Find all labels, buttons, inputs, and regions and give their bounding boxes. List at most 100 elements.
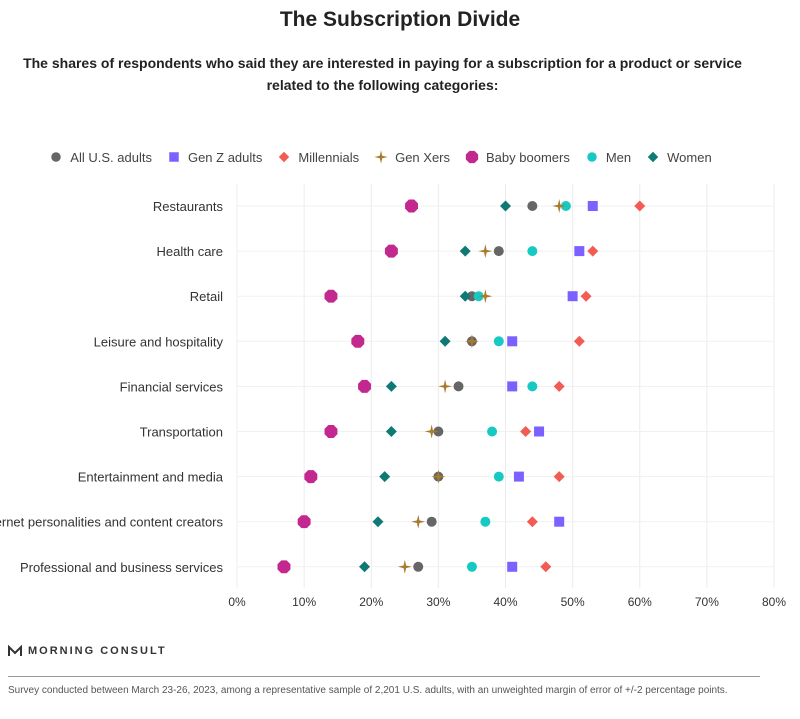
legend-item-gen-z-adults: Gen Z adults	[166, 149, 262, 165]
point-baby-boomers-retail	[324, 289, 338, 303]
point-gen-z-adults-internet-personalities-and-content-creators	[554, 516, 565, 527]
point-men-internet-personalities-and-content-creators	[480, 516, 491, 527]
point-men-health-care	[527, 246, 538, 257]
point-gen-z-adults-transportation	[534, 426, 545, 437]
legend-marker-men-icon	[587, 152, 597, 162]
point-gen-xers-professional-and-business-services	[397, 559, 412, 574]
legend: All U.S. adults Gen Z adults Millennials Ge…	[0, 147, 760, 167]
point-men-professional-and-business-services	[466, 561, 477, 572]
footnote: Survey conducted between March 23-26, 20…	[8, 685, 728, 696]
point-baby-boomers-internet-personalities-and-content-creators	[297, 515, 311, 529]
x-tick-label: 50%	[561, 595, 585, 609]
point-millennials-health-care	[587, 245, 599, 257]
category-label: Leisure and hospitality	[94, 334, 224, 349]
legend-label: Baby boomers	[486, 149, 570, 165]
series-gen-z-adults	[507, 201, 598, 572]
point-men-transportation	[487, 426, 498, 437]
point-women-entertainment-and-media	[379, 471, 391, 483]
point-gen-xers-entertainment-and-media	[431, 469, 446, 484]
point-millennials-transportation	[520, 426, 532, 437]
point-baby-boomers-restaurants	[405, 199, 418, 213]
point-gen-z-adults-entertainment-and-media	[513, 471, 524, 482]
x-tick-label: 70%	[695, 595, 719, 609]
point-men-leisure-and-hospitality	[493, 336, 504, 347]
point-gen-xers-leisure-and-hospitality	[464, 334, 479, 349]
point-millennials-restaurants	[634, 200, 646, 212]
point-gen-xers-internet-personalities-and-content-creators	[411, 514, 426, 529]
x-tick-label: 10%	[292, 595, 316, 609]
point-millennials-retail	[580, 290, 592, 302]
category-label: Health care	[157, 244, 223, 259]
legend-label: Women	[667, 149, 712, 165]
chart-subtitle: The shares of respondents who said they …	[23, 55, 742, 93]
series-millennials	[520, 200, 646, 573]
series-men	[466, 201, 571, 572]
legend-marker-gen-xers-icon	[374, 150, 388, 164]
x-tick-label: 60%	[628, 595, 652, 609]
point-millennials-financial-services	[553, 380, 565, 392]
series-baby-boomers	[277, 199, 418, 574]
point-millennials-internet-personalities-and-content-creators	[526, 516, 538, 528]
point-gen-z-adults-financial-services	[507, 381, 518, 392]
point-men-entertainment-and-media	[493, 471, 504, 482]
brand-logo: MORNING CONSULT	[8, 645, 167, 657]
point-gen-z-adults-health-care	[574, 246, 585, 257]
point-baby-boomers-leisure-and-hospitality	[351, 334, 365, 348]
chart-title: The Subscription Divide	[279, 8, 521, 31]
point-millennials-professional-and-business-services	[540, 561, 552, 573]
legend-label: Men	[605, 149, 632, 165]
brand-name: MORNING CONSULT	[28, 645, 167, 657]
legend-marker-women-icon	[647, 151, 659, 163]
legend-marker-all-u-s-adults-icon	[51, 152, 62, 162]
point-all-u-s-adults-financial-services	[453, 381, 464, 392]
point-all-u-s-adults-internet-personalities-and-content-creators	[426, 516, 437, 527]
series-women	[359, 200, 511, 573]
legend-label: Gen Xers	[395, 149, 451, 165]
x-tick-label: 30%	[426, 595, 450, 609]
point-gen-xers-health-care	[478, 244, 493, 259]
point-baby-boomers-professional-and-business-services	[277, 560, 291, 574]
legend-item-millennials: Millennials	[276, 149, 359, 165]
legend-label: All U.S. adults	[70, 149, 152, 165]
morning-consult-logo-icon	[8, 645, 22, 656]
legend-item-men: Men	[584, 149, 631, 165]
point-women-leisure-and-hospitality	[439, 335, 451, 347]
legend-marker-baby-boomers-icon	[465, 150, 479, 164]
category-label: Financial services	[120, 379, 224, 394]
point-millennials-leisure-and-hospitality	[573, 335, 585, 347]
point-women-restaurants	[500, 200, 511, 212]
point-women-retail	[459, 290, 471, 302]
legend-item-baby-boomers: Baby boomers	[464, 149, 570, 165]
category-label: Transportation	[140, 425, 223, 440]
point-gen-xers-restaurants	[552, 199, 567, 213]
x-tick-label: 40%	[493, 595, 517, 609]
point-baby-boomers-financial-services	[358, 379, 371, 393]
point-women-professional-and-business-services	[359, 561, 371, 573]
point-women-internet-personalities-and-content-creators	[372, 516, 384, 528]
legend-label: Millennials	[298, 149, 360, 165]
point-baby-boomers-health-care	[384, 244, 398, 258]
point-all-u-s-adults-professional-and-business-services	[413, 561, 424, 572]
chart-plot: 0% 10% 20% 30% 40% 50% 60% 70% 80% Restaurants Hea…	[0, 184, 786, 609]
x-tick-label: 0%	[228, 595, 246, 609]
point-millennials-entertainment-and-media	[553, 471, 565, 483]
category-label: Entertainment and media	[78, 470, 224, 485]
legend-marker-millennials-icon	[279, 151, 290, 163]
point-women-financial-services	[385, 380, 397, 392]
category-label: Retail	[190, 289, 223, 304]
divider	[8, 676, 760, 677]
x-tick-label: 80%	[762, 595, 786, 609]
point-all-u-s-adults-restaurants	[527, 201, 538, 211]
x-tick-label: 20%	[359, 595, 383, 609]
category-label: Professional and business services	[20, 560, 224, 575]
point-gen-z-adults-retail	[567, 291, 578, 302]
legend-item-all-u-s-adults: All U.S. adults	[48, 149, 152, 165]
category-label: Internet personalities and content creat…	[0, 515, 223, 530]
point-women-transportation	[385, 426, 397, 437]
point-gen-xers-retail	[478, 289, 493, 304]
legend-marker-gen-z-adults-icon	[169, 152, 179, 162]
point-gen-z-adults-restaurants	[587, 201, 598, 211]
legend-label: Gen Z adults	[187, 149, 263, 165]
point-baby-boomers-transportation	[324, 425, 338, 438]
category-label: Restaurants	[153, 199, 224, 214]
